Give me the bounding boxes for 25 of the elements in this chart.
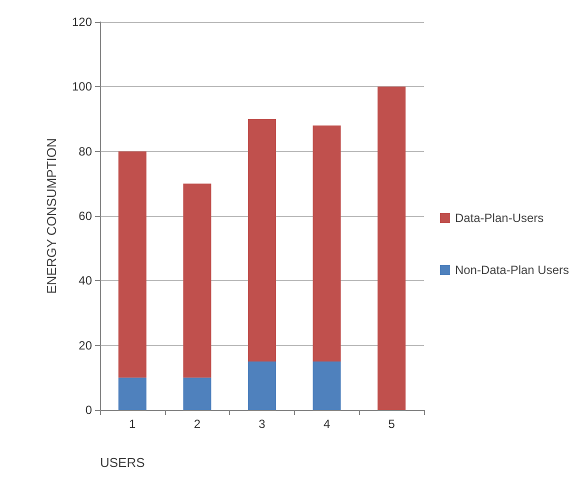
- x-tick-label: 3: [258, 417, 266, 431]
- bar: [183, 184, 212, 378]
- x-axis-title: USERS: [100, 455, 146, 470]
- bar: [312, 125, 341, 362]
- bar: [378, 86, 406, 410]
- bar: [248, 119, 276, 362]
- y-tick-label: 60: [78, 209, 92, 223]
- bar: [118, 151, 146, 378]
- x-tick-label: 1: [129, 417, 136, 431]
- bar: [118, 378, 146, 410]
- y-tick-label: 20: [78, 338, 92, 352]
- bar: [183, 378, 212, 410]
- x-tick-label: 5: [388, 417, 396, 431]
- y-tick-label: 120: [72, 15, 92, 29]
- bar: [248, 362, 276, 410]
- y-axis-title: ENERGY CONSUMPTION: [44, 138, 59, 294]
- y-tick-label: 40: [78, 274, 92, 288]
- legend-label: Non-Data-Plan Users: [454, 263, 570, 277]
- y-tick-label: 0: [85, 403, 92, 417]
- x-tick-label: 4: [323, 417, 330, 431]
- bar: [312, 362, 341, 410]
- y-tick-label: 100: [72, 80, 92, 94]
- y-tick-label: 80: [78, 144, 92, 158]
- legend-label: Data-Plan-Users: [454, 211, 544, 225]
- x-tick-label: 2: [194, 417, 201, 431]
